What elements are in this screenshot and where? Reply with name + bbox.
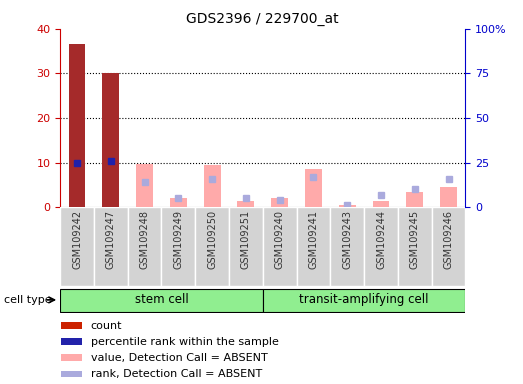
Text: GSM109240: GSM109240 bbox=[275, 210, 285, 269]
Text: GSM109249: GSM109249 bbox=[173, 210, 184, 269]
Bar bbox=[440, 187, 457, 207]
Bar bbox=[229, 207, 263, 286]
Text: GSM109242: GSM109242 bbox=[72, 210, 82, 269]
Text: GSM109251: GSM109251 bbox=[241, 210, 251, 269]
Title: GDS2396 / 229700_at: GDS2396 / 229700_at bbox=[187, 12, 339, 26]
Text: value, Detection Call = ABSENT: value, Detection Call = ABSENT bbox=[91, 353, 268, 363]
Bar bbox=[162, 207, 195, 286]
Text: transit-amplifying cell: transit-amplifying cell bbox=[299, 293, 429, 306]
Bar bbox=[331, 207, 364, 286]
Bar bbox=[128, 207, 162, 286]
Bar bbox=[271, 197, 288, 207]
Bar bbox=[60, 289, 263, 312]
Text: stem cell: stem cell bbox=[134, 293, 188, 306]
Bar bbox=[372, 201, 390, 207]
Bar bbox=[263, 207, 297, 286]
Bar bbox=[364, 207, 398, 286]
Bar bbox=[60, 207, 94, 286]
Bar bbox=[61, 371, 82, 377]
Bar bbox=[305, 169, 322, 207]
Text: rank, Detection Call = ABSENT: rank, Detection Call = ABSENT bbox=[91, 369, 262, 379]
Text: cell type: cell type bbox=[4, 295, 52, 305]
Text: count: count bbox=[91, 321, 122, 331]
Text: GSM109241: GSM109241 bbox=[309, 210, 319, 269]
Text: GSM109248: GSM109248 bbox=[140, 210, 150, 269]
Bar bbox=[263, 289, 465, 312]
Text: GSM109246: GSM109246 bbox=[444, 210, 453, 269]
Bar bbox=[339, 205, 356, 207]
Bar bbox=[136, 164, 153, 207]
Text: GSM109245: GSM109245 bbox=[410, 210, 420, 269]
Bar bbox=[61, 322, 82, 329]
Text: GSM109244: GSM109244 bbox=[376, 210, 386, 269]
Text: GSM109250: GSM109250 bbox=[207, 210, 217, 269]
Text: GSM109247: GSM109247 bbox=[106, 210, 116, 269]
Text: percentile rank within the sample: percentile rank within the sample bbox=[91, 337, 279, 347]
Bar bbox=[170, 199, 187, 207]
Bar bbox=[103, 73, 119, 207]
Bar bbox=[61, 354, 82, 361]
Bar bbox=[203, 165, 221, 207]
Bar bbox=[61, 338, 82, 345]
Bar bbox=[237, 201, 254, 207]
Bar bbox=[406, 192, 423, 207]
Bar bbox=[69, 45, 85, 207]
Bar bbox=[195, 207, 229, 286]
Text: GSM109243: GSM109243 bbox=[342, 210, 353, 269]
Bar bbox=[431, 207, 465, 286]
Bar bbox=[297, 207, 331, 286]
Bar bbox=[94, 207, 128, 286]
Bar bbox=[398, 207, 431, 286]
